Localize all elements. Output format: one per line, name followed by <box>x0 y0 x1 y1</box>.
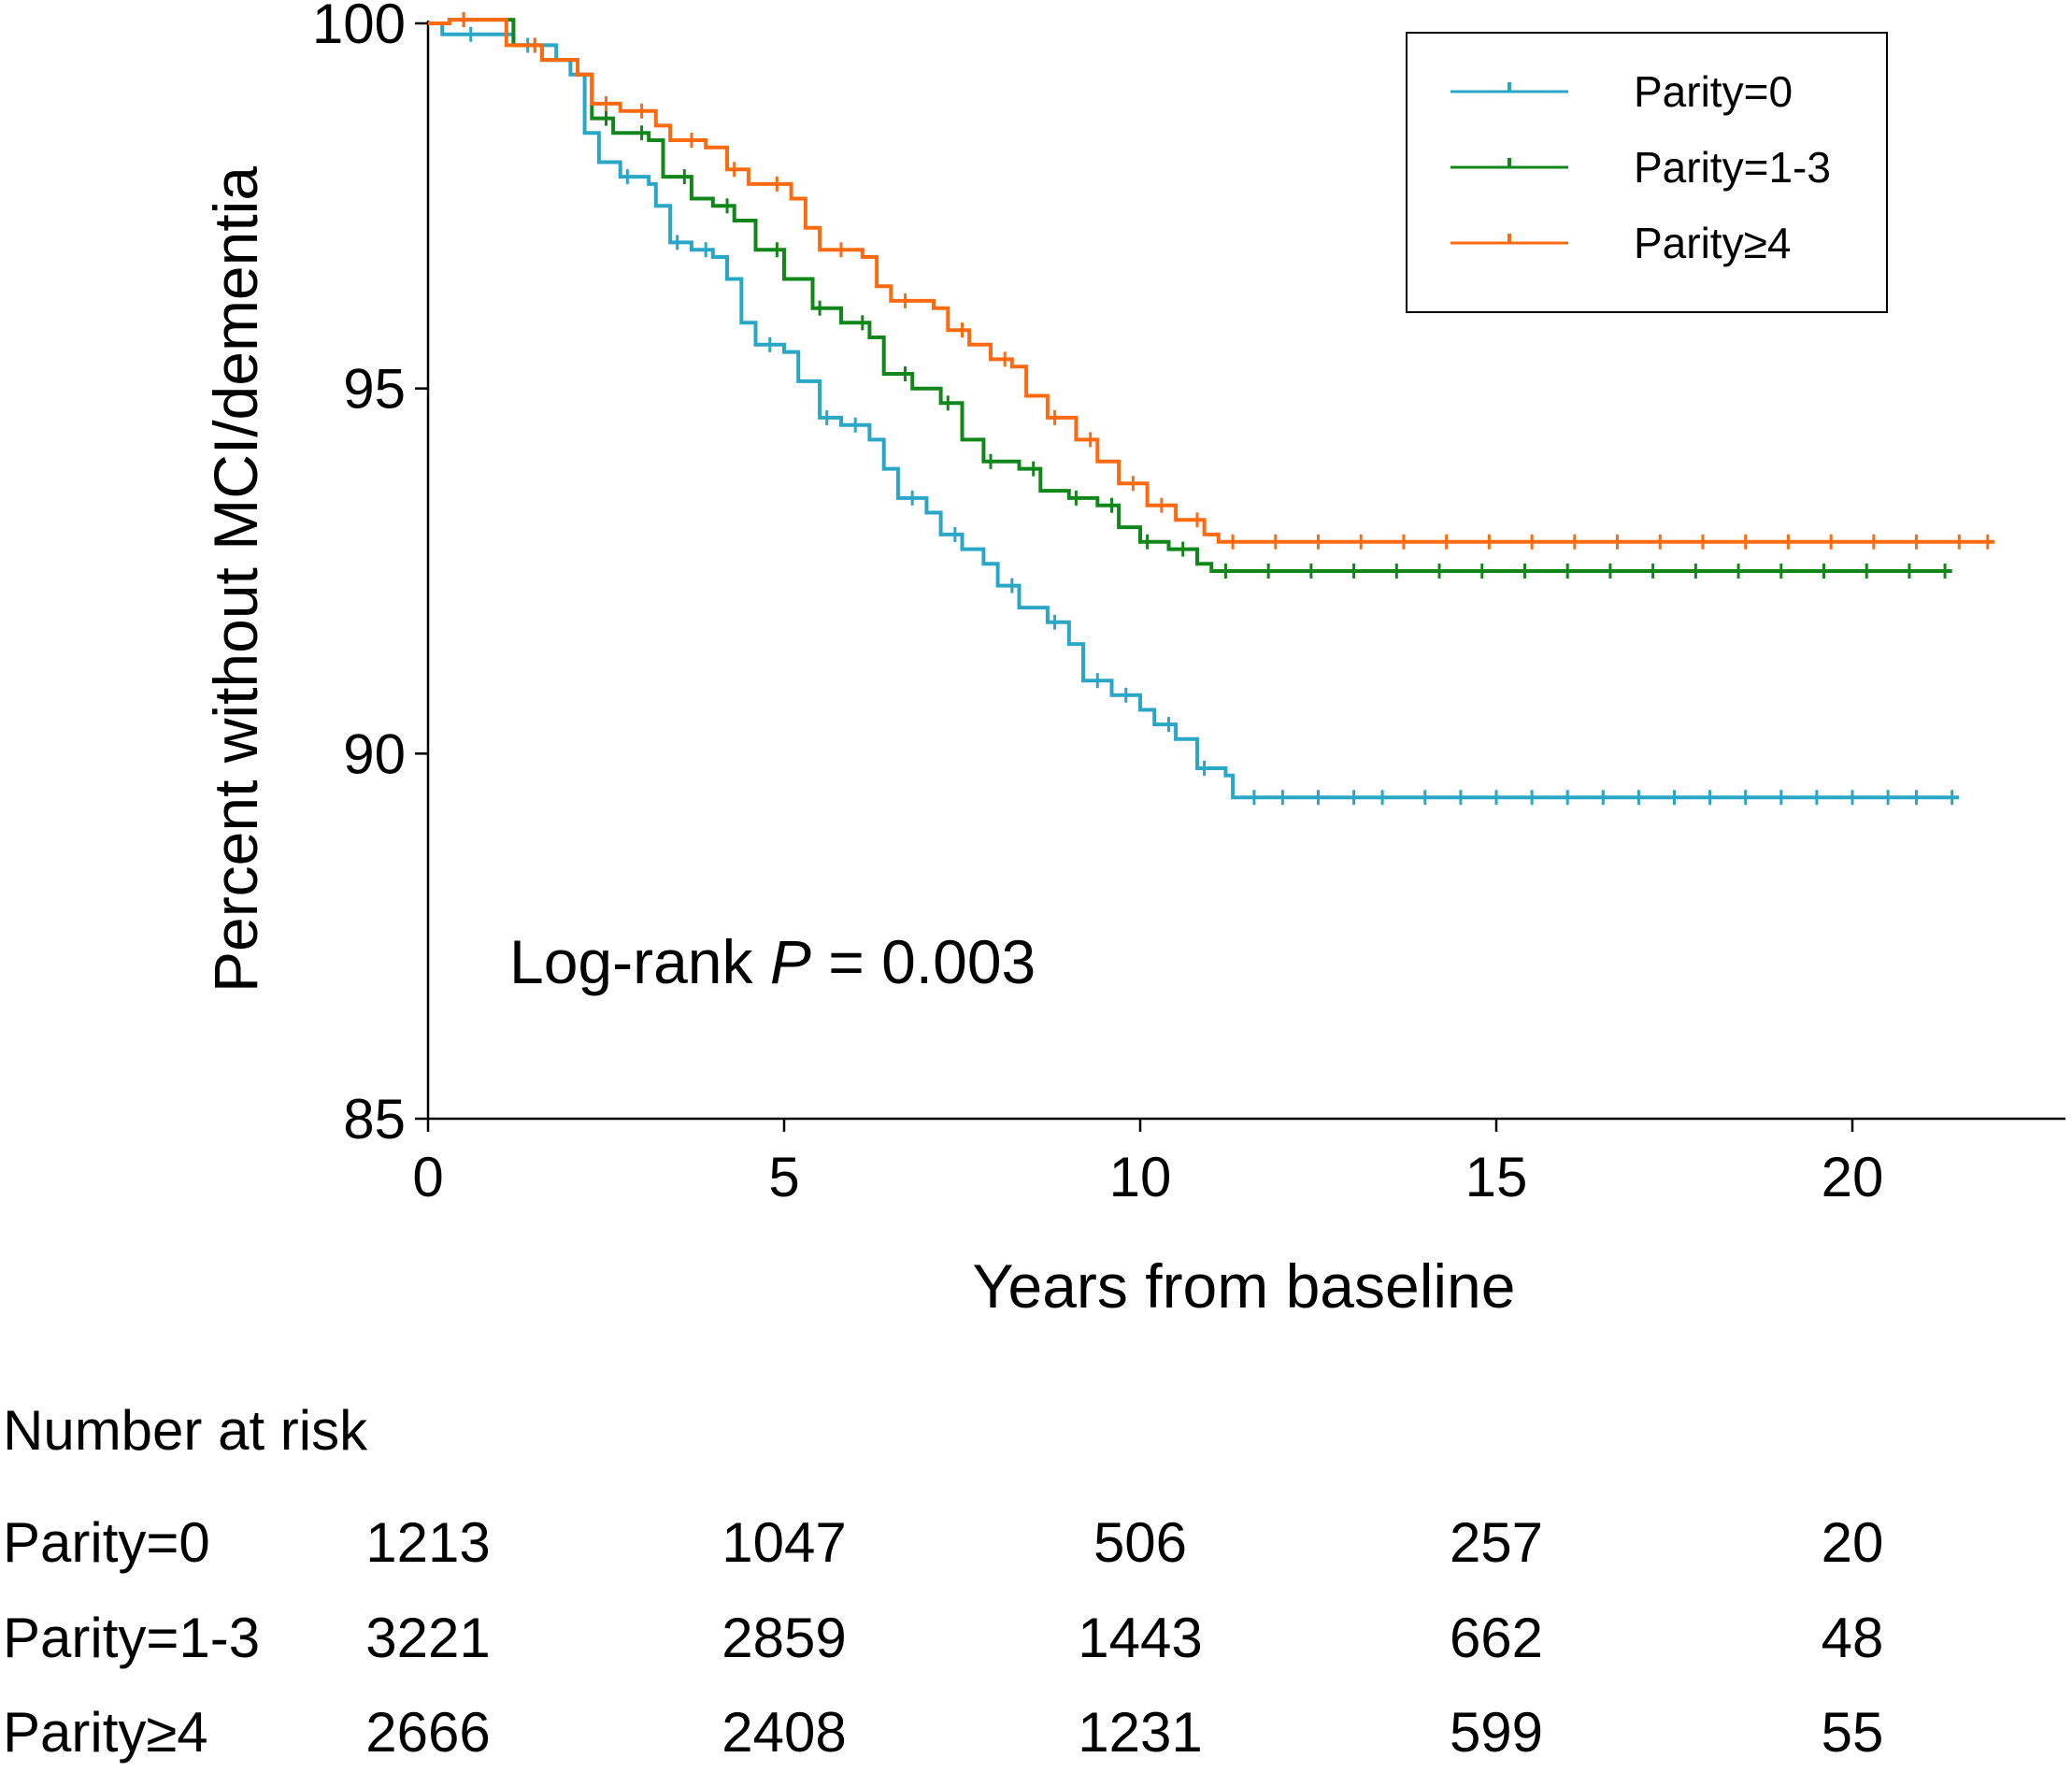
risk-cell: 2859 <box>722 1607 846 1669</box>
risk-row-label: Parity=0 <box>3 1511 210 1574</box>
y-tick-label: 85 <box>343 1088 406 1150</box>
log-rank-annotation: Log-rank P = 0.003 <box>509 927 1036 996</box>
risk-cell: 2408 <box>722 1701 846 1764</box>
y-axis-title: Percent without MCI/dementia <box>201 166 270 993</box>
series-layer <box>428 12 1995 806</box>
annotation-prefix: Log-rank <box>509 927 770 996</box>
risk-cell: 506 <box>1093 1511 1187 1574</box>
risk-cell: 257 <box>1450 1511 1543 1574</box>
risk-cell: 1213 <box>365 1511 490 1574</box>
y-tick-label: 100 <box>312 0 406 55</box>
x-axis-title: Years from baseline <box>973 1251 1516 1321</box>
x-tick-label: 0 <box>412 1146 443 1208</box>
x-tick-label: 20 <box>1822 1146 1884 1208</box>
risk-row: Parity=1-3 3221 2859 1443 662 48 <box>3 1607 1883 1669</box>
series-2 <box>428 12 1995 550</box>
risk-row-label: Parity≥4 <box>3 1701 208 1764</box>
axes: 85 90 95 100 0 5 10 15 20 Years from baseline Perc… <box>201 0 2065 1321</box>
risk-cell: 20 <box>1822 1511 1884 1574</box>
x-tick-label: 5 <box>768 1146 799 1208</box>
risk-cell: 55 <box>1822 1701 1884 1764</box>
legend-label: Parity=0 <box>1634 67 1793 116</box>
series-0 <box>428 21 1960 806</box>
y-tick-label: 95 <box>343 358 406 421</box>
legend-label: Parity≥4 <box>1634 219 1791 267</box>
y-tick-label: 90 <box>343 722 406 785</box>
risk-cell: 3221 <box>365 1607 490 1669</box>
risk-cell: 1443 <box>1078 1607 1202 1669</box>
risk-cell: 1047 <box>722 1511 846 1574</box>
risk-row: Parity=0 1213 1047 506 257 20 <box>3 1511 1883 1574</box>
legend-box <box>1406 32 1888 313</box>
survival-curve <box>428 21 1960 800</box>
x-tick-label: 10 <box>1109 1146 1172 1208</box>
risk-row-label: Parity=1-3 <box>3 1607 260 1669</box>
annotation-value: = 0.003 <box>811 927 1036 996</box>
risk-row: Parity≥4 2666 2408 1231 599 55 <box>3 1701 1883 1764</box>
risk-cell: 48 <box>1822 1607 1884 1669</box>
risk-cell: 2666 <box>365 1701 490 1764</box>
survival-curve <box>428 18 1995 544</box>
x-tick-label: 15 <box>1465 1146 1528 1208</box>
risk-table-title: Number at risk <box>3 1399 368 1462</box>
risk-cell: 662 <box>1450 1607 1543 1669</box>
annotation: Log-rank P = 0.003 <box>509 927 1036 996</box>
risk-cell: 599 <box>1450 1701 1543 1764</box>
risk-cell: 1231 <box>1078 1701 1202 1764</box>
legend-label: Parity=1-3 <box>1634 143 1831 192</box>
annotation-p: P <box>770 927 811 996</box>
legend: Parity=0 Parity=1-3 Parity≥4 <box>1406 32 1888 313</box>
